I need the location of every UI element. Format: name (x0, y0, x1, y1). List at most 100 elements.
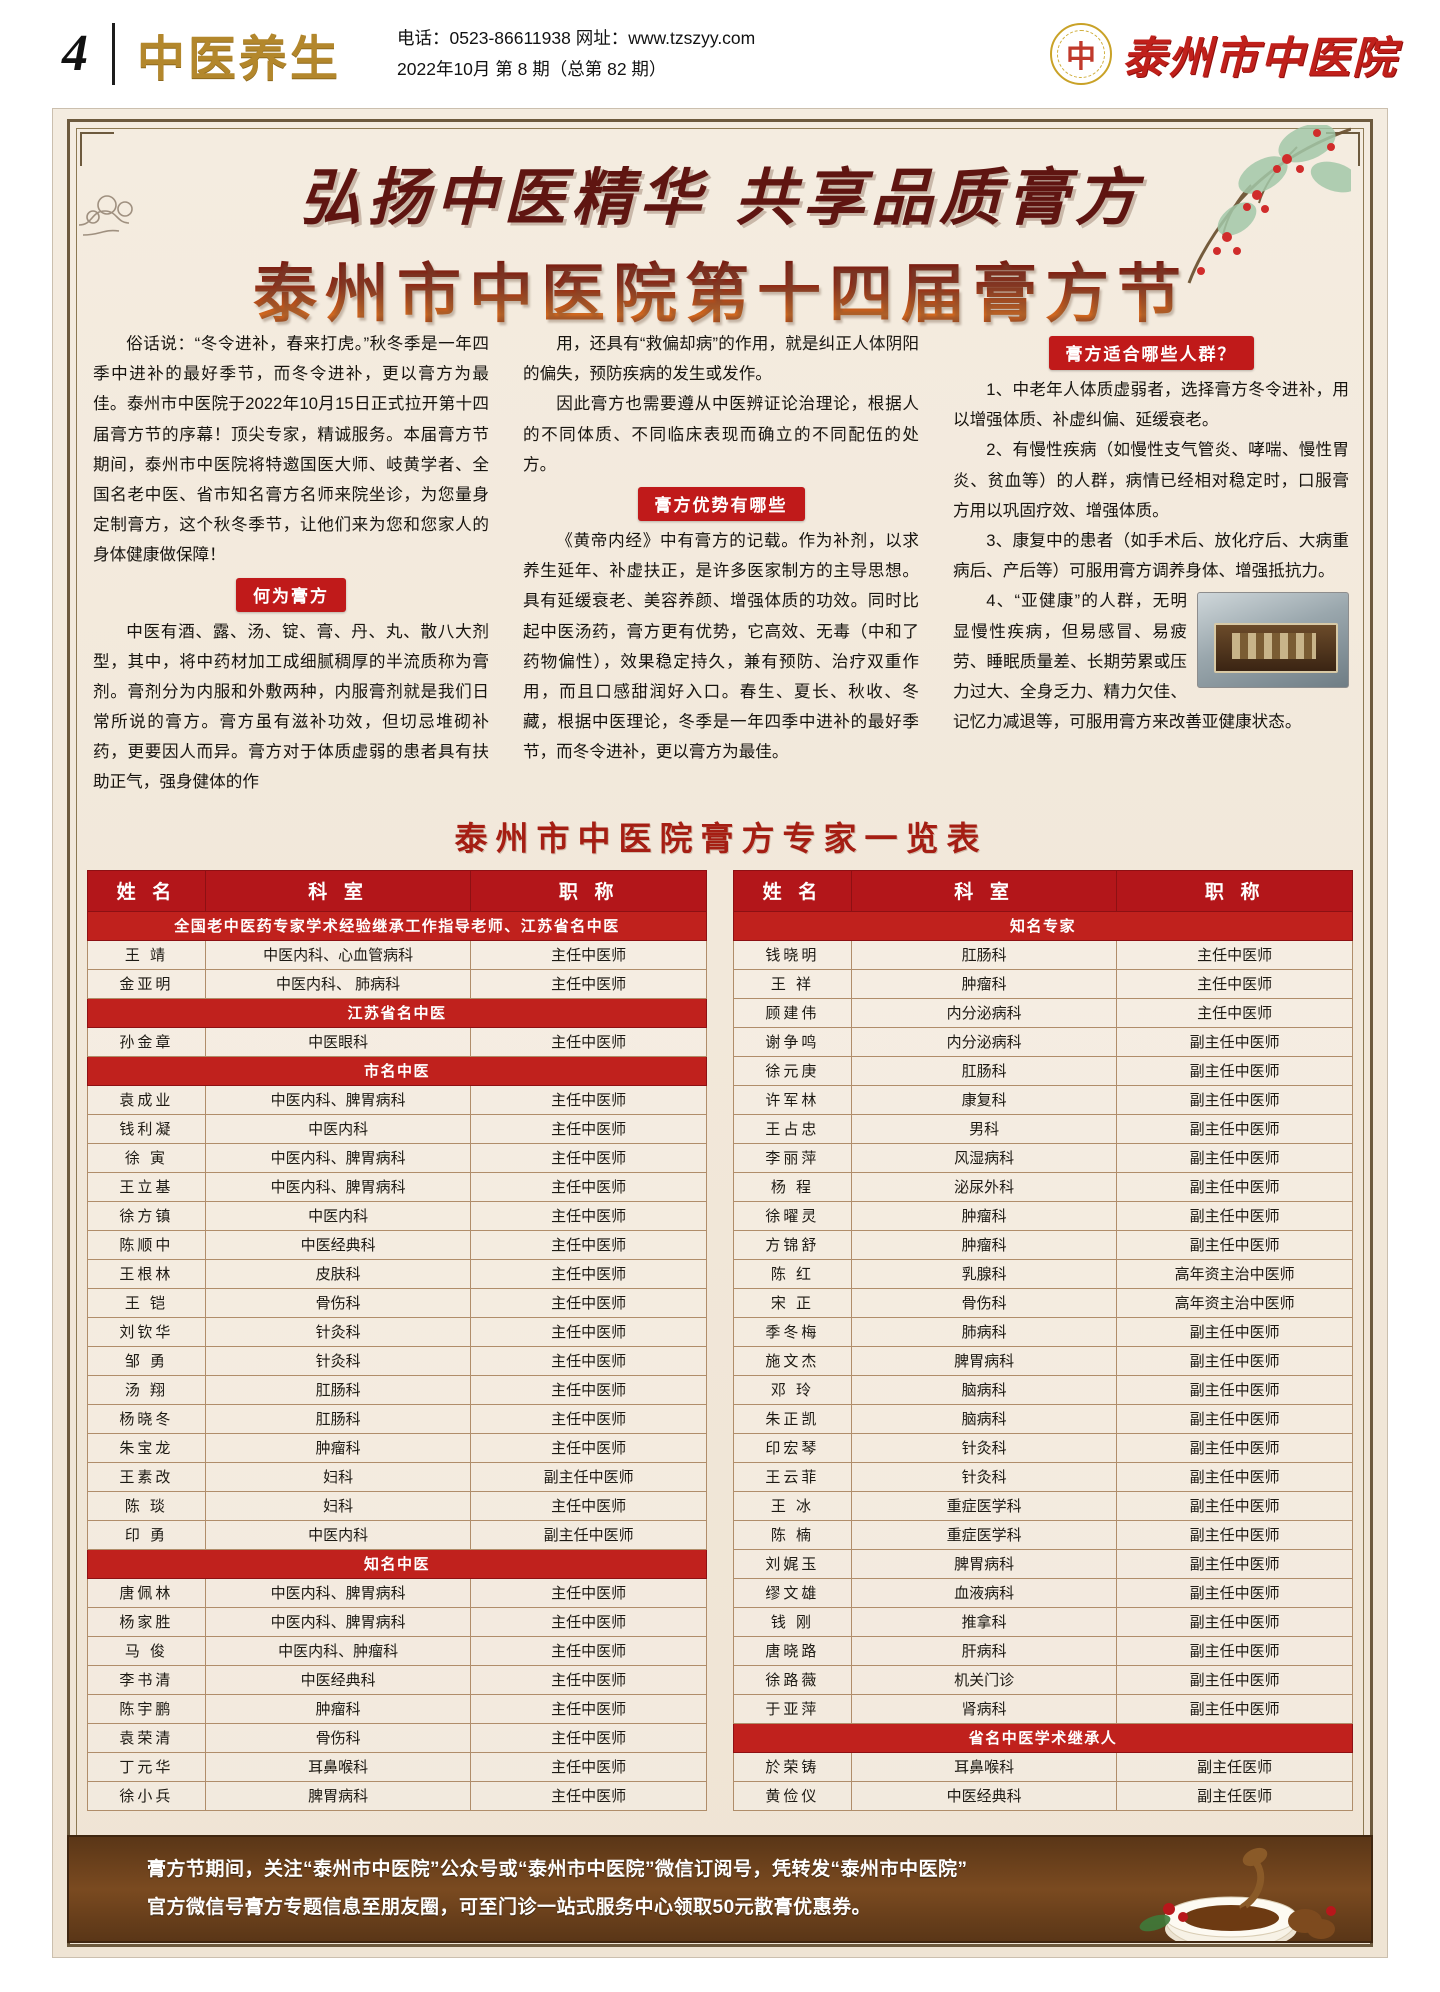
table-row: 杨晓冬 肛肠科 主任中医师 (87, 1403, 707, 1434)
table-header-row: 姓 名 科 室 职 称 (733, 869, 1353, 912)
cell-name: 陈宇鹏 (87, 1693, 206, 1724)
cell-name: 陈 红 (733, 1258, 852, 1289)
table-row: 印宏琴 针灸科 副主任中医师 (733, 1432, 1353, 1463)
cell-name: 邓 玲 (733, 1374, 852, 1405)
cell-dept: 针灸科 (204, 1345, 472, 1376)
footer-promo-banner: 膏方节期间，关注“泰州市中医院”公众号或“泰州市中医院”微信订阅号，凭转发“泰州… (67, 1835, 1373, 1943)
cell-name: 唐晓路 (733, 1635, 852, 1666)
cell-name: 王根林 (87, 1258, 206, 1289)
cell-dept: 血液病科 (850, 1577, 1118, 1608)
cell-name: 王 靖 (87, 939, 206, 970)
col3-paragraph-4: 4、“亚健康”的人群，无明显慢性疾病，但易感冒、易疲劳、睡眠质量差、长期劳累或压… (953, 591, 1302, 732)
cell-dept: 耳鼻喉科 (204, 1751, 472, 1782)
cell-name: 方锦舒 (733, 1229, 852, 1260)
cell-name: 王 祥 (733, 968, 852, 999)
roster-group-label: 全国老中医药专家学术经验继承工作指导老师、江苏省名中医 (87, 910, 707, 941)
cell-dept: 肾病科 (850, 1693, 1118, 1724)
table-row: 陈 琰妇科 主任中医师 (87, 1490, 707, 1521)
cell-dept: 中医经典科 (204, 1664, 472, 1695)
table-row: 王根林 皮肤科 主任中医师 (87, 1258, 707, 1289)
cell-name: 徐曜灵 (733, 1200, 852, 1231)
cell-name: 许军林 (733, 1084, 852, 1115)
cell-title: 副主任中医师 (1116, 1200, 1353, 1231)
roster-table-left: 姓 名 科 室 职 称 全国老中医药专家学术经验继承工作指导老师、江苏省名中医王… (87, 869, 707, 1811)
cell-title: 主任中医师 (470, 1780, 707, 1811)
cell-dept: 脑病科 (850, 1403, 1118, 1434)
cell-dept: 耳鼻喉科 (850, 1751, 1118, 1782)
col2-paragraph-2: 因此膏方也需要遵从中医辨证论治理论，根据人的不同体质、不同临床表现而确立的不同配… (523, 394, 919, 474)
cell-dept: 中医内科 (204, 1200, 472, 1231)
table-row: 陈 红乳腺科 高年资主治中医师 (733, 1258, 1353, 1289)
cell-title: 副主任中医师 (1116, 1113, 1353, 1144)
cell-title: 主任中医师 (470, 1287, 707, 1318)
cell-dept: 风湿病科 (850, 1142, 1118, 1173)
subheading-gaofang-advantages: 膏方优势有哪些 (637, 486, 805, 521)
table-row: 汤 翔肛肠科 主任中医师 (87, 1374, 707, 1405)
cell-dept: 内分泌病科 (850, 1026, 1118, 1057)
cell-dept: 乳腺科 (850, 1258, 1118, 1289)
table-row: 刘娓玉 脾胃病科 副主任中医师 (733, 1548, 1353, 1579)
cell-name: 缪文雄 (733, 1577, 852, 1608)
table-row: 唐佩林 中医内科、脾胃病科 主任中医师 (87, 1577, 707, 1608)
cell-title: 主任中医师 (470, 1751, 707, 1782)
table-row: 陈顺中 中医经典科 主任中医师 (87, 1229, 707, 1260)
cell-name: 陈顺中 (87, 1229, 206, 1260)
auspicious-cloud-icon (78, 195, 133, 236)
cell-name: 宋 正 (733, 1287, 852, 1318)
cell-name: 季冬梅 (733, 1316, 852, 1347)
cell-dept: 骨伤科 (204, 1722, 472, 1753)
cell-dept: 重症医学科 (850, 1519, 1118, 1550)
cell-dept: 针灸科 (850, 1432, 1118, 1463)
cell-dept: 脾胃病科 (850, 1345, 1118, 1376)
cell-dept: 中医内科、脾胃病科 (204, 1171, 472, 1202)
cell-name: 王云菲 (733, 1461, 852, 1492)
table-row: 邓 玲脑病科 副主任中医师 (733, 1374, 1353, 1405)
cell-title: 主任中医师 (470, 1490, 707, 1521)
cell-dept: 肿瘤科 (204, 1693, 472, 1724)
cell-dept: 中医内科、脾胃病科 (204, 1142, 472, 1173)
cell-dept: 脾胃病科 (850, 1548, 1118, 1579)
table-row: 王立基 中医内科、脾胃病科 主任中医师 (87, 1171, 707, 1202)
cell-title: 主任中医师 (470, 1113, 707, 1144)
table-row: 王素改 妇科 副主任中医师 (87, 1461, 707, 1492)
gaofang-gift-box-photo (1197, 592, 1349, 689)
table-row: 施文杰 脾胃病科 副主任中医师 (733, 1345, 1353, 1376)
cell-dept: 脑病科 (850, 1374, 1118, 1405)
cell-title: 副主任医师 (1116, 1780, 1353, 1811)
cell-dept: 肛肠科 (204, 1374, 472, 1405)
table-row: 朱宝龙 肿瘤科 主任中医师 (87, 1432, 707, 1463)
cell-title: 主任中医师 (470, 1142, 707, 1173)
roster-group-label: 知名中医 (87, 1548, 707, 1579)
cell-title: 副主任中医师 (1116, 1403, 1353, 1434)
table-row: 杨家胜 中医内科、脾胃病科 主任中医师 (87, 1606, 707, 1637)
cell-title: 主任中医师 (1116, 997, 1353, 1028)
cell-title: 主任中医师 (470, 939, 707, 970)
footer-text: 膏方节期间，关注“泰州市中医院”公众号或“泰州市中医院”微信订阅号，凭转发“泰州… (69, 1851, 968, 1927)
header-title: 职 称 (1116, 869, 1353, 912)
cell-title: 主任中医师 (470, 1606, 707, 1637)
cell-dept: 中医内科 (204, 1113, 472, 1144)
article-column-1: 俗话说：“冬令进补，春来打虎。”秋冬季是一年四季中进补的最好季节，而冬令进补，更… (93, 329, 489, 798)
page-sheet: 弘扬中医精华 共享品质膏方 泰州市中医院第十四届膏方节 俗话说：“冬令进补，春来… (52, 108, 1388, 1958)
cell-dept: 肿瘤科 (850, 1200, 1118, 1231)
cell-dept: 肛肠科 (850, 939, 1118, 970)
cell-name: 印宏琴 (733, 1432, 852, 1463)
cell-title: 高年资主治中医师 (1116, 1258, 1353, 1289)
cell-dept: 骨伤科 (850, 1287, 1118, 1318)
cell-title: 副主任医师 (1116, 1751, 1353, 1782)
cell-name: 徐方镇 (87, 1200, 206, 1231)
cell-name: 徐元庚 (733, 1055, 852, 1086)
cell-dept: 骨伤科 (204, 1287, 472, 1318)
table-row: 邹 勇针灸科 主任中医师 (87, 1345, 707, 1376)
table-header-row: 姓 名 科 室 职 称 (87, 869, 707, 912)
table-row: 徐 寅中医内科、脾胃病科 主任中医师 (87, 1142, 707, 1173)
table-row: 马 俊中医内科、肿瘤科 主任中医师 (87, 1635, 707, 1666)
cell-dept: 脾胃病科 (204, 1780, 472, 1811)
page-content: 弘扬中医精华 共享品质膏方 泰州市中医院第十四届膏方节 俗话说：“冬令进补，春来… (78, 125, 1361, 1811)
cell-dept: 康复科 (850, 1084, 1118, 1115)
cell-dept: 中医经典科 (204, 1229, 472, 1260)
cell-name: 朱宝龙 (87, 1432, 206, 1463)
cell-name: 於荣铸 (733, 1751, 852, 1782)
footer-line-1: 膏方节期间，关注“泰州市中医院”公众号或“泰州市中医院”微信订阅号，凭转发“泰州… (147, 1859, 968, 1880)
cell-dept: 中医内科、脾胃病科 (204, 1577, 472, 1608)
